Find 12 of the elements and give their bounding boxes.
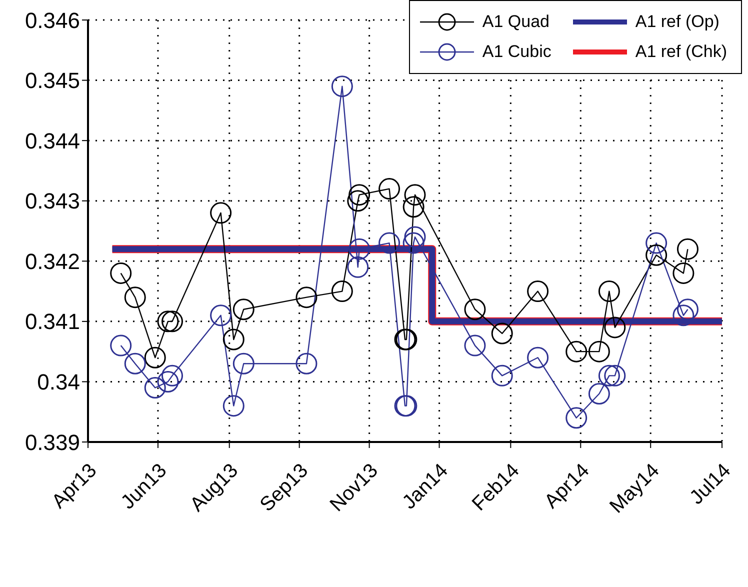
legend-label: A1 Cubic xyxy=(482,42,552,62)
y-tick-label: 0.34 xyxy=(37,370,80,395)
y-tick-label: 0.341 xyxy=(24,309,80,334)
y-tick-label: 0.343 xyxy=(24,188,80,214)
y-tick-label: 0.339 xyxy=(24,430,80,455)
legend-label: A1 ref (Op) xyxy=(635,12,720,32)
y-tick-label: 0.346 xyxy=(24,8,80,33)
legend-label: A1 ref (Chk) xyxy=(635,42,727,62)
legend-label: A1 Quad xyxy=(482,12,550,32)
y-tick-label: 0.345 xyxy=(24,68,80,94)
y-tick-label: 0.344 xyxy=(24,128,80,154)
y-tick-label: 0.342 xyxy=(24,248,80,274)
